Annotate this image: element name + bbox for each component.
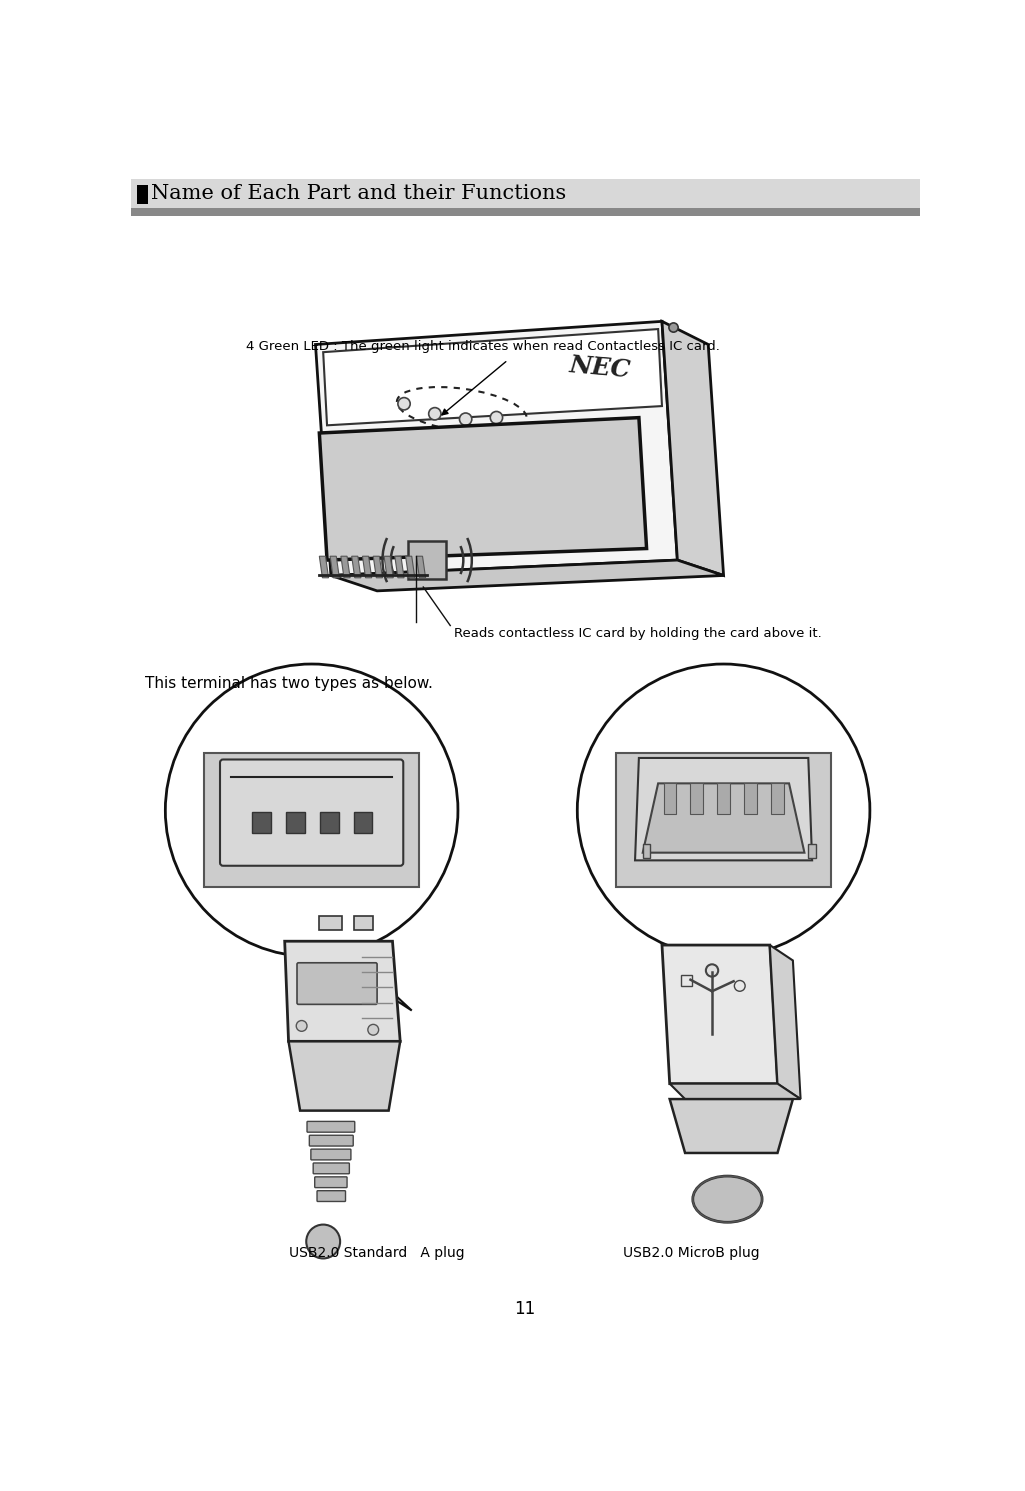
Bar — [137, 185, 148, 204]
FancyBboxPatch shape — [310, 1135, 354, 1147]
Polygon shape — [320, 556, 329, 579]
FancyBboxPatch shape — [308, 1121, 355, 1132]
Polygon shape — [341, 556, 351, 579]
Circle shape — [459, 413, 472, 425]
Bar — [131, 179, 920, 209]
Bar — [354, 915, 373, 930]
Text: USB2.0 MicroB plug: USB2.0 MicroB plug — [623, 1246, 761, 1260]
FancyBboxPatch shape — [315, 1176, 347, 1188]
Circle shape — [706, 965, 719, 977]
Bar — [772, 783, 784, 814]
Polygon shape — [330, 556, 339, 579]
Text: NEC: NEC — [569, 353, 632, 382]
Polygon shape — [636, 757, 812, 860]
Bar — [663, 783, 675, 814]
Bar — [320, 915, 342, 930]
Polygon shape — [316, 322, 678, 576]
Polygon shape — [669, 1084, 801, 1099]
Polygon shape — [416, 556, 425, 579]
Text: Reads contactless IC card by holding the card above it.: Reads contactless IC card by holding the… — [454, 626, 822, 640]
Bar — [718, 783, 730, 814]
Bar — [204, 753, 419, 887]
Bar — [616, 753, 831, 887]
Text: USB2.0 Standard   A plug: USB2.0 Standard A plug — [289, 1246, 464, 1260]
Circle shape — [165, 663, 458, 957]
Polygon shape — [384, 556, 394, 579]
Bar — [809, 844, 816, 857]
Polygon shape — [331, 561, 724, 590]
Bar — [691, 783, 703, 814]
Polygon shape — [395, 556, 404, 579]
Bar — [131, 209, 920, 216]
Polygon shape — [643, 783, 805, 853]
Circle shape — [306, 1224, 340, 1258]
Polygon shape — [352, 556, 361, 579]
Circle shape — [368, 1024, 378, 1035]
Circle shape — [296, 1020, 308, 1032]
Text: 11: 11 — [515, 1300, 535, 1318]
Polygon shape — [373, 556, 382, 579]
Polygon shape — [669, 1099, 793, 1153]
Polygon shape — [335, 960, 412, 1011]
Polygon shape — [320, 417, 647, 561]
Text: 4 Green LED : The green light indicates when read Contactless IC card.: 4 Green LED : The green light indicates … — [246, 340, 720, 353]
Bar — [320, 813, 338, 833]
FancyBboxPatch shape — [311, 1150, 351, 1160]
Bar — [682, 975, 692, 986]
FancyBboxPatch shape — [297, 963, 377, 1005]
Polygon shape — [708, 960, 785, 1011]
Polygon shape — [662, 945, 778, 1084]
Polygon shape — [662, 322, 724, 576]
FancyBboxPatch shape — [317, 1191, 345, 1202]
Bar — [252, 813, 271, 833]
Circle shape — [428, 407, 441, 420]
Circle shape — [669, 324, 679, 332]
Bar — [744, 783, 756, 814]
Polygon shape — [285, 941, 400, 1041]
Bar — [354, 813, 372, 833]
Ellipse shape — [693, 1176, 762, 1223]
FancyBboxPatch shape — [220, 759, 403, 866]
Bar — [408, 541, 447, 580]
Circle shape — [490, 412, 502, 423]
FancyBboxPatch shape — [314, 1163, 350, 1173]
Polygon shape — [363, 556, 372, 579]
Circle shape — [577, 663, 870, 957]
Polygon shape — [406, 556, 415, 579]
Text: Name of Each Part and their Functions: Name of Each Part and their Functions — [151, 183, 566, 203]
Bar — [286, 813, 304, 833]
Polygon shape — [323, 330, 662, 425]
Polygon shape — [289, 1041, 400, 1111]
Polygon shape — [770, 945, 801, 1099]
Bar — [643, 844, 651, 857]
Text: This terminal has two types as below.: This terminal has two types as below. — [145, 675, 433, 690]
Circle shape — [398, 398, 410, 410]
